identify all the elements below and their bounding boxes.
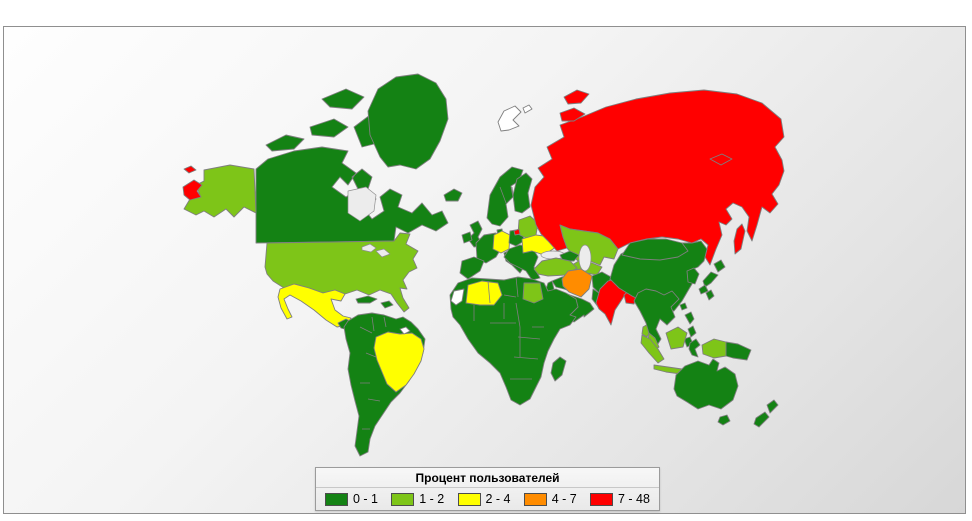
region-philippines[interactable] — [687, 325, 697, 338]
region-arctic-islands[interactable] — [265, 134, 305, 152]
region-iberia[interactable] — [459, 256, 485, 280]
world-map — [182, 73, 785, 457]
region-australia[interactable] — [673, 358, 739, 410]
legend-title: Процент пользователей — [316, 468, 659, 488]
region-suriname[interactable] — [399, 326, 411, 335]
region-kaliningrad[interactable] — [513, 228, 521, 236]
region-sumatra[interactable] — [640, 334, 665, 364]
region-new-zealand[interactable] — [753, 411, 770, 428]
region-africa[interactable] — [449, 276, 579, 406]
legend-label: 0 - 1 — [353, 492, 379, 506]
region-new-zealand[interactable] — [766, 399, 779, 414]
region-borneo[interactable] — [665, 326, 688, 350]
legend-label: 2 - 4 — [485, 492, 511, 506]
region-korea[interactable] — [686, 267, 700, 285]
legend-swatch-4-7 — [523, 492, 547, 506]
region-novaya-zemlya[interactable] — [563, 89, 590, 105]
region-papua-west[interactable] — [701, 338, 727, 359]
legend-item: 0 - 1 — [325, 492, 378, 506]
region-egypt[interactable] — [522, 282, 544, 304]
region-philippines[interactable] — [684, 311, 695, 325]
legend-swatch-2-4 — [457, 492, 481, 506]
region-sulawesi[interactable] — [688, 338, 701, 358]
region-svalbard[interactable] — [497, 104, 533, 132]
region-germany[interactable] — [492, 230, 511, 254]
region-western-sahara[interactable] — [450, 288, 465, 306]
region-wrangel-island[interactable] — [183, 165, 197, 174]
legend-label: 4 - 7 — [551, 492, 577, 506]
region-papua-new-guinea[interactable] — [725, 341, 752, 361]
legend-items: 0 - 1 1 - 2 2 - 4 4 - 7 7 - 48 — [316, 488, 659, 510]
region-hispaniola[interactable] — [380, 300, 394, 309]
region-iceland[interactable] — [443, 188, 463, 202]
region-japan[interactable] — [713, 259, 726, 273]
caspian-sea — [578, 244, 592, 272]
region-arctic-islands[interactable] — [309, 118, 349, 138]
legend: Процент пользователей 0 - 1 1 - 2 2 - 4 … — [315, 467, 660, 511]
region-tasmania[interactable] — [717, 414, 731, 426]
region-cuba[interactable] — [355, 295, 378, 304]
legend-item: 4 - 7 — [523, 492, 577, 506]
geochart-panel: Процент пользователей 0 - 1 1 - 2 2 - 4 … — [3, 26, 966, 514]
legend-item: 7 - 48 — [590, 492, 650, 506]
hudson-bay — [347, 186, 377, 222]
region-algeria[interactable] — [465, 280, 503, 306]
region-taiwan[interactable] — [705, 289, 715, 301]
region-madagascar[interactable] — [550, 356, 567, 382]
legend-swatch-0-1 — [325, 492, 348, 506]
region-sakhalin[interactable] — [733, 223, 746, 255]
region-scandinavia[interactable] — [486, 166, 524, 227]
region-new-siberian-islands[interactable] — [709, 153, 733, 166]
legend-label: 7 - 48 — [618, 492, 650, 506]
legend-label: 1 - 2 — [419, 492, 445, 506]
region-mongolia[interactable] — [621, 238, 689, 261]
region-russia-chukotka[interactable] — [182, 179, 203, 201]
legend-swatch-7-48 — [590, 492, 613, 506]
region-ireland[interactable] — [461, 231, 473, 244]
region-turkey[interactable] — [533, 257, 578, 277]
great-lakes — [361, 243, 391, 258]
legend-swatch-1-2 — [391, 492, 415, 506]
region-japan[interactable] — [698, 284, 709, 295]
legend-item: 1 - 2 — [391, 492, 444, 506]
region-se-asia[interactable] — [633, 288, 680, 348]
legend-item: 2 - 4 — [457, 492, 511, 506]
region-finland[interactable] — [512, 172, 533, 214]
region-novaya-zemlya[interactable] — [559, 107, 586, 122]
region-greenland[interactable] — [367, 73, 449, 170]
region-iran[interactable] — [561, 268, 593, 298]
country-borders — [359, 186, 544, 430]
region-arctic-islands[interactable] — [321, 88, 365, 110]
region-hainan[interactable] — [679, 302, 688, 311]
